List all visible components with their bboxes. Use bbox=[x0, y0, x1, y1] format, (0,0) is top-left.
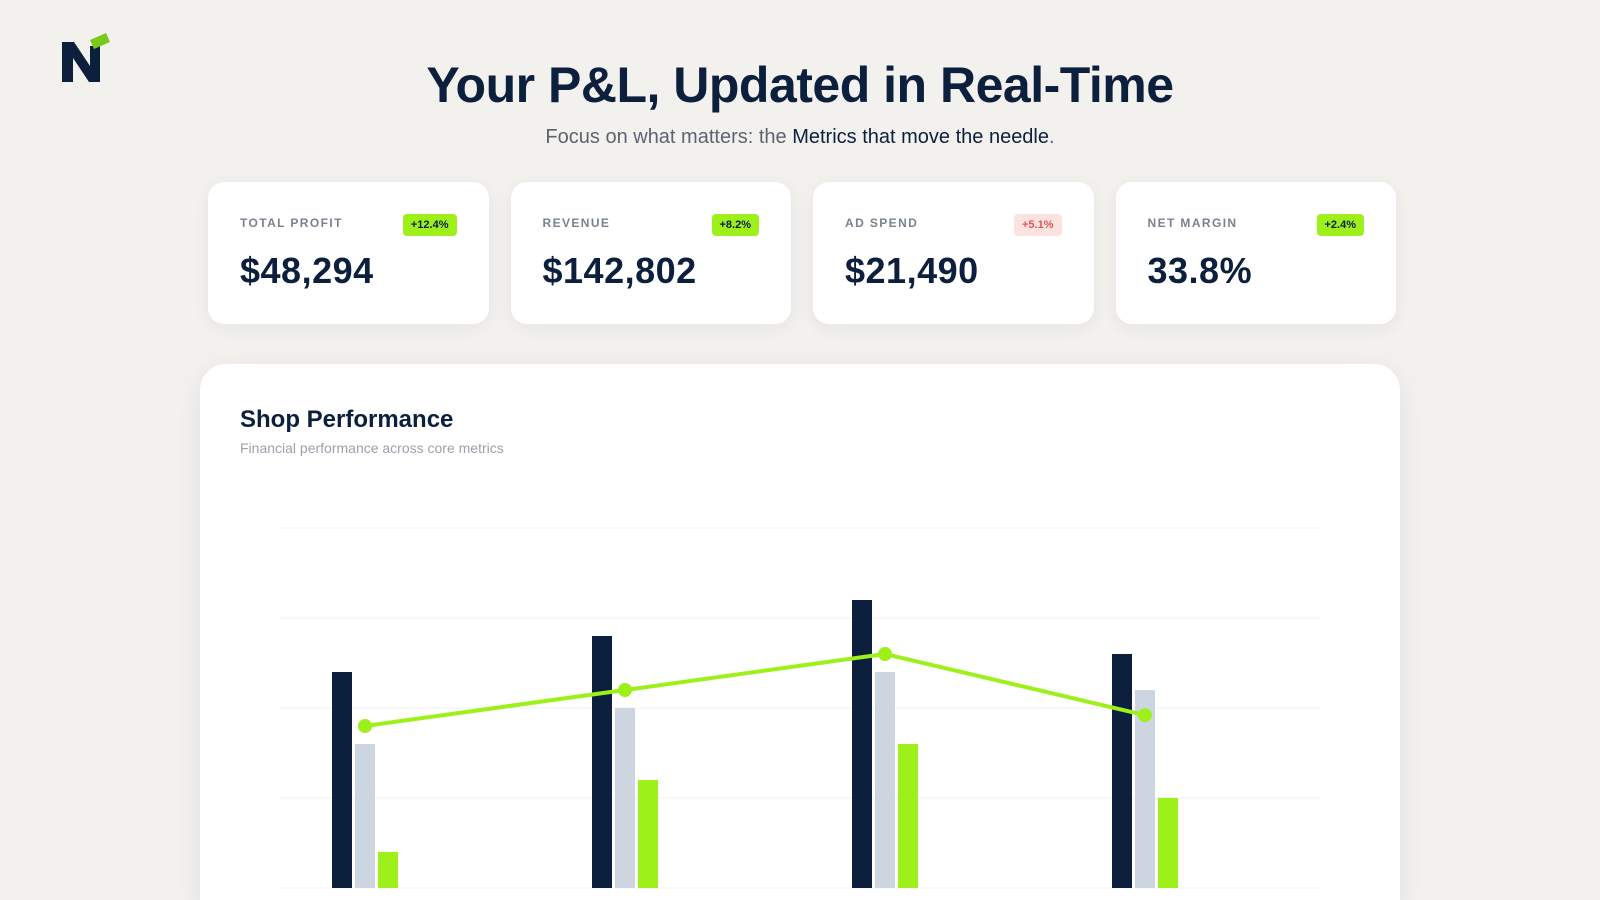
chart-bar bbox=[875, 672, 895, 888]
performance-chart bbox=[280, 527, 1320, 889]
shop-performance-card: Shop Performance Financial performance a… bbox=[200, 364, 1400, 900]
chart-subtitle: Financial performance across core metric… bbox=[240, 440, 504, 456]
subtitle-suffix: . bbox=[1049, 126, 1055, 148]
chart-point bbox=[1138, 708, 1152, 723]
subtitle-highlight: Metrics that move the needle bbox=[792, 126, 1049, 148]
kpi-card-ad-spend[interactable]: AD SPEND +5.1% $21,490 bbox=[813, 182, 1094, 324]
kpi-row: TOTAL PROFIT +12.4% $48,294 REVENUE +8.2… bbox=[208, 182, 1396, 324]
subtitle-prefix: Focus on what matters: the bbox=[545, 126, 793, 148]
kpi-value: $21,490 bbox=[845, 250, 979, 291]
chart-bar bbox=[852, 600, 872, 888]
kpi-change-badge: +2.4% bbox=[1316, 214, 1364, 236]
chart-title: Shop Performance bbox=[240, 406, 454, 433]
chart-bar bbox=[1158, 798, 1178, 888]
chart-bar bbox=[1135, 690, 1155, 888]
chart-bar bbox=[615, 708, 635, 888]
chart-point bbox=[878, 647, 892, 661]
chart-point bbox=[358, 719, 372, 733]
chart-bar bbox=[898, 744, 918, 888]
page-subtitle: Focus on what matters: the Metrics that … bbox=[0, 126, 1600, 149]
kpi-label: AD SPEND bbox=[845, 216, 919, 230]
chart-bar bbox=[378, 852, 398, 888]
page-title: Your P&L, Updated in Real-Time bbox=[426, 57, 1174, 113]
kpi-card-net-margin[interactable]: NET MARGIN +2.4% 33.8% bbox=[1115, 182, 1396, 324]
chart-bar bbox=[355, 744, 375, 888]
kpi-card-revenue[interactable]: REVENUE +8.2% $142,802 bbox=[510, 182, 791, 324]
n-logo-icon[interactable] bbox=[60, 32, 112, 84]
kpi-card-total-profit[interactable]: TOTAL PROFIT +12.4% $48,294 bbox=[208, 182, 489, 324]
kpi-label: REVENUE bbox=[542, 216, 611, 230]
kpi-value: $142,802 bbox=[542, 250, 697, 291]
kpi-label: TOTAL PROFIT bbox=[240, 216, 343, 230]
kpi-value: 33.8% bbox=[1147, 250, 1253, 291]
kpi-value: $48,294 bbox=[240, 250, 374, 291]
chart-bar bbox=[332, 672, 352, 888]
kpi-label: NET MARGIN bbox=[1147, 216, 1238, 230]
chart-bar bbox=[638, 780, 658, 888]
kpi-change-badge: +8.2% bbox=[711, 214, 759, 236]
chart-series-line bbox=[364, 652, 1146, 728]
chart-point bbox=[618, 683, 632, 697]
chart-bar bbox=[592, 636, 612, 888]
kpi-change-badge: +5.1% bbox=[1014, 214, 1062, 236]
chart-bar bbox=[1112, 654, 1132, 888]
kpi-change-badge: +12.4% bbox=[402, 214, 457, 236]
